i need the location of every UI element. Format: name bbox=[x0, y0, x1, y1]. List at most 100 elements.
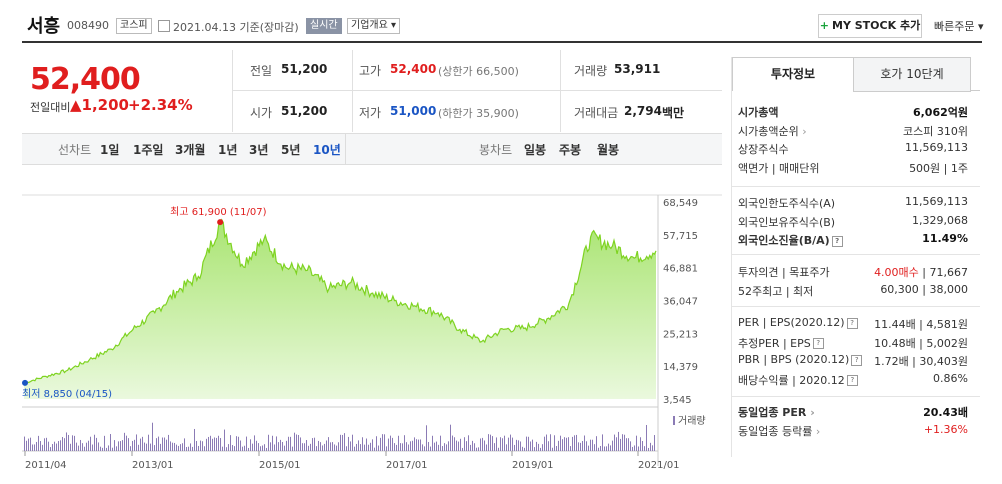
volume-bar bbox=[458, 441, 459, 451]
volume-bar bbox=[290, 436, 291, 451]
info-value: 11,569,113 bbox=[905, 141, 968, 154]
volume-bar bbox=[388, 438, 389, 451]
volume-bar bbox=[72, 435, 73, 451]
volume-bar bbox=[184, 438, 185, 451]
volume-bar bbox=[194, 428, 195, 451]
help-icon[interactable]: ? bbox=[831, 235, 843, 247]
volume-bar bbox=[460, 438, 461, 451]
volume-bar bbox=[516, 439, 517, 451]
info-label-text: 액면가 | 매매단위 bbox=[738, 161, 820, 175]
info-label-text: 상장주식수 bbox=[738, 143, 789, 156]
volume-bar bbox=[322, 445, 323, 451]
candle-period-item[interactable]: 일봉 bbox=[524, 143, 547, 157]
volume-bar bbox=[528, 436, 529, 451]
volume-bar bbox=[272, 435, 273, 451]
volume-bar bbox=[266, 447, 267, 451]
volume-bar bbox=[68, 434, 69, 451]
candle-period-item[interactable]: 월봉 bbox=[597, 143, 620, 157]
period-item[interactable]: 1주일 bbox=[133, 143, 164, 157]
y-tick-label: 36,047 bbox=[663, 297, 698, 308]
volume-bar bbox=[156, 438, 157, 451]
volume-bar bbox=[590, 439, 591, 451]
volume-bar bbox=[316, 446, 317, 451]
volume-bar bbox=[114, 440, 115, 451]
volume-bar bbox=[30, 437, 31, 451]
volume-bar bbox=[158, 436, 159, 451]
info-label[interactable]: 외국인소진율(B/A)? bbox=[738, 232, 843, 248]
volume-bar bbox=[524, 447, 525, 451]
volume-bar bbox=[618, 431, 619, 451]
info-label[interactable]: PBR | BPS (2020.12)? bbox=[738, 353, 863, 366]
volume-bar bbox=[490, 434, 491, 451]
info-label-text: 동일업종 등락률 bbox=[738, 424, 813, 438]
volume-bar bbox=[310, 443, 311, 451]
help-icon[interactable]: ? bbox=[846, 375, 858, 386]
volume-bar bbox=[342, 434, 343, 451]
volume-bar bbox=[222, 446, 223, 451]
volume-bar bbox=[336, 445, 337, 451]
volume-bar bbox=[600, 445, 601, 451]
period-item[interactable]: 10년 bbox=[313, 143, 341, 157]
volume-bar bbox=[478, 447, 479, 451]
volume-bar bbox=[246, 436, 247, 451]
min-label: 최저 8,850 (04/15) bbox=[22, 388, 112, 400]
volume-bar bbox=[270, 442, 271, 451]
volume-bar bbox=[644, 446, 645, 451]
info-label: 액면가 | 매매단위 bbox=[738, 160, 820, 176]
volume-bar bbox=[362, 437, 363, 451]
tab-investment-info[interactable]: 투자정보 bbox=[732, 57, 854, 91]
info-value-text: 11.49% bbox=[922, 232, 968, 245]
price-chart[interactable]: 거래량 68,549 57,715 46,881 36,047 25,213 14,379… bbox=[22, 180, 722, 484]
chevron-right-icon[interactable]: › bbox=[798, 124, 807, 138]
x-tick-label: 2017/01 bbox=[386, 460, 428, 471]
volume-bar bbox=[162, 437, 163, 451]
candle-period-item[interactable]: 주봉 bbox=[559, 143, 582, 157]
info-value-text: 11,569,113 bbox=[905, 195, 968, 208]
info-value-text: 500원 | 1주 bbox=[909, 161, 968, 175]
info-label[interactable]: PER | EPS(2020.12)? bbox=[738, 316, 858, 329]
help-icon[interactable]: ? bbox=[846, 317, 858, 329]
quick-order-label: 빠른주문 bbox=[934, 20, 975, 33]
period-item[interactable]: 1일 bbox=[100, 143, 120, 157]
calendar-icon bbox=[158, 20, 170, 32]
help-icon[interactable]: ? bbox=[851, 354, 863, 366]
my-stock-add-button[interactable]: + MY STOCK 추가 bbox=[818, 14, 922, 38]
volume-bar bbox=[318, 440, 319, 451]
info-label[interactable]: 배당수익률 | 2020.12? bbox=[738, 372, 858, 388]
amount-value: 2,794 bbox=[624, 104, 662, 118]
chevron-right-icon[interactable]: › bbox=[812, 424, 821, 438]
info-label-text: 시가총액순위 bbox=[738, 124, 799, 138]
help-icon[interactable]: ? bbox=[812, 338, 824, 349]
change-label: 전일대비 bbox=[30, 101, 71, 114]
realtime-button[interactable]: 실시간 bbox=[306, 18, 342, 34]
divider bbox=[352, 50, 353, 132]
volume-bar bbox=[606, 446, 607, 451]
volume-bar bbox=[452, 435, 453, 451]
volume-bar bbox=[326, 440, 327, 451]
volume-bar bbox=[100, 446, 101, 451]
volume-bar bbox=[360, 444, 361, 451]
period-item[interactable]: 3년 bbox=[249, 143, 269, 157]
volume-bar bbox=[602, 434, 603, 451]
company-info-dropdown[interactable]: 기업개요 ▾ bbox=[347, 18, 401, 34]
info-label[interactable]: 추정PER | EPS? bbox=[738, 335, 824, 351]
chevron-right-icon[interactable]: › bbox=[806, 406, 815, 419]
volume-bar bbox=[280, 439, 281, 451]
line-chart-label: 선차트 bbox=[58, 143, 92, 157]
volume-bar bbox=[582, 440, 583, 451]
volume-bar bbox=[548, 441, 549, 451]
period-item[interactable]: 5년 bbox=[281, 143, 301, 157]
period-item[interactable]: 3개월 bbox=[175, 143, 206, 157]
volume-bar bbox=[514, 444, 515, 451]
info-value-text: 1,329,068 bbox=[912, 213, 968, 227]
volume-bar bbox=[472, 440, 473, 451]
tab-order-book[interactable]: 호가 10단계 bbox=[853, 57, 971, 92]
y-tick-label: 68,549 bbox=[663, 198, 698, 209]
volume-bar bbox=[356, 443, 357, 451]
volume-bar bbox=[302, 443, 303, 451]
volume-bar bbox=[476, 447, 477, 451]
volume-bar bbox=[208, 436, 209, 451]
period-item[interactable]: 1년 bbox=[218, 143, 238, 157]
quick-order-dropdown[interactable]: 빠른주문 ▾ bbox=[934, 18, 984, 34]
volume-bar bbox=[274, 444, 275, 451]
